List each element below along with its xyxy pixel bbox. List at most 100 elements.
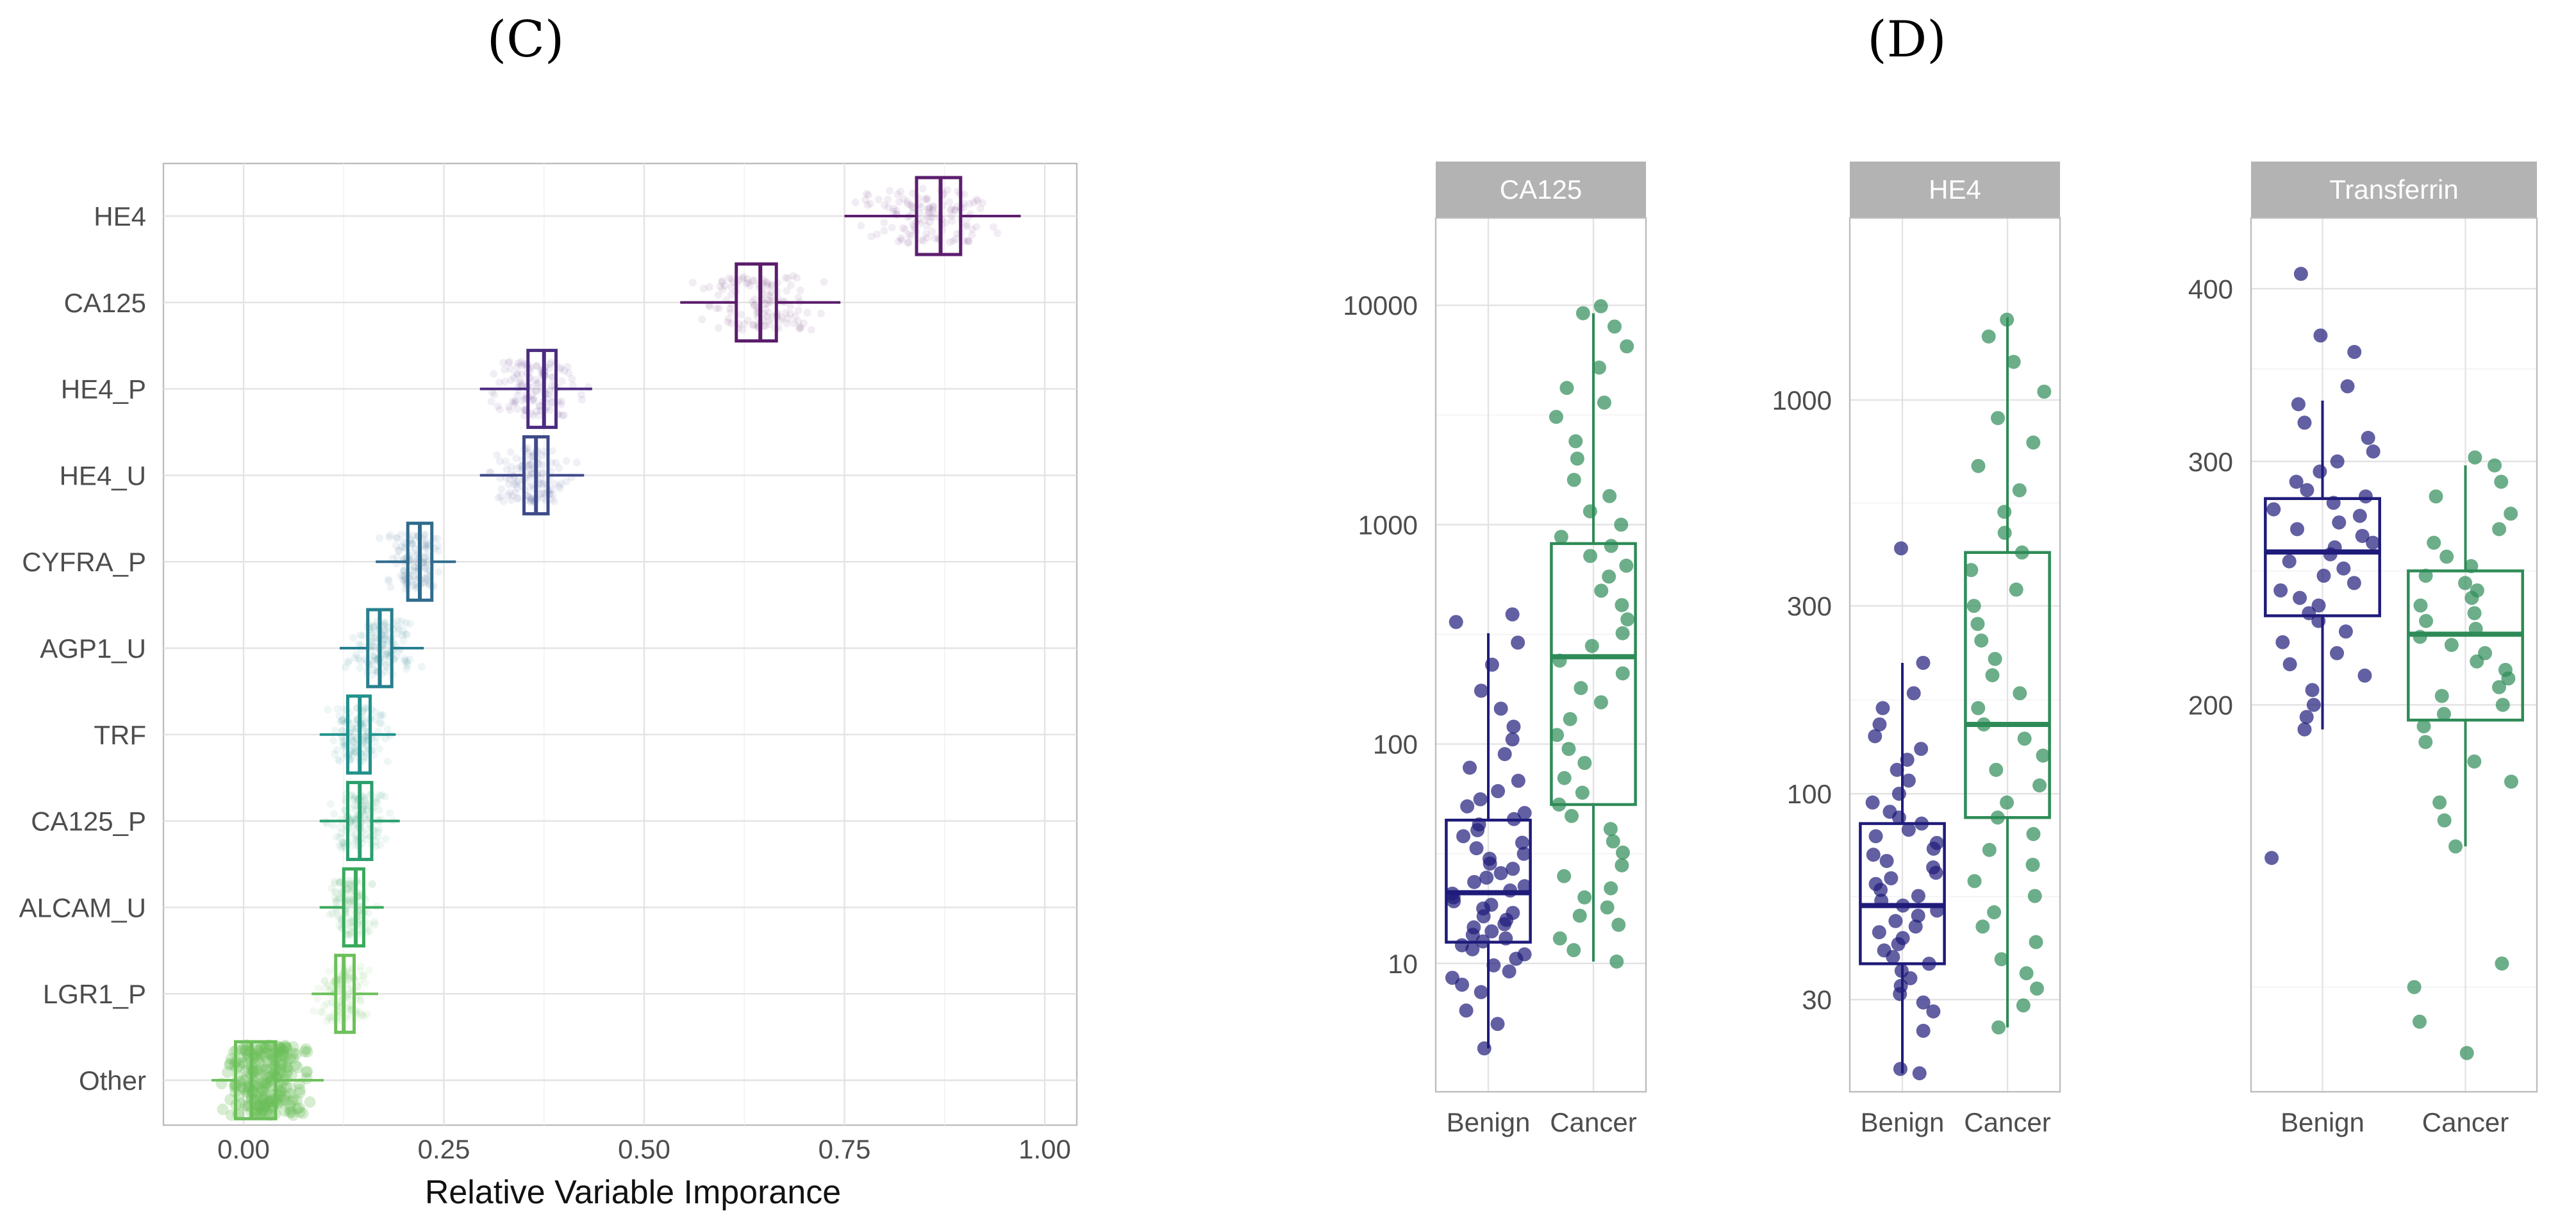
- data-point: [2413, 598, 2428, 613]
- jitter-point: [558, 397, 566, 406]
- jitter-point: [800, 319, 808, 328]
- data-point: [1497, 747, 1512, 762]
- data-point: [1602, 489, 1617, 503]
- jitter-point: [401, 630, 410, 639]
- facet-strip: [1436, 162, 1646, 218]
- jitter-point: [236, 1081, 248, 1093]
- data-point: [1615, 666, 1630, 681]
- jitter-point: [401, 655, 409, 663]
- x-tick-label: 0.50: [618, 1134, 670, 1164]
- jitter-point: [290, 1059, 302, 1071]
- jitter-point: [335, 894, 343, 903]
- jitter-point: [375, 806, 383, 814]
- data-point: [1566, 943, 1581, 958]
- jitter-point: [765, 309, 774, 317]
- data-point: [2427, 535, 2441, 550]
- data-point: [1602, 569, 1616, 584]
- jitter-point: [745, 281, 754, 290]
- jitter-point: [371, 738, 379, 746]
- jitter-point: [518, 370, 526, 378]
- jitter-point: [761, 322, 769, 330]
- jitter-point: [507, 496, 515, 505]
- jitter-point: [548, 447, 556, 455]
- jitter-point: [970, 198, 978, 206]
- data-point: [2273, 583, 2288, 597]
- jitter-point: [313, 994, 322, 1003]
- jitter-point: [548, 495, 556, 503]
- x-tick-label: Benign: [1447, 1107, 1531, 1137]
- box-he4: [915, 176, 963, 256]
- jitter-point: [803, 308, 811, 317]
- jitter-point: [256, 1085, 268, 1097]
- jitter-point: [423, 565, 431, 573]
- data-point: [1619, 558, 1634, 573]
- jitter-point: [925, 208, 933, 217]
- jitter-point: [499, 497, 508, 506]
- jitter-point: [410, 531, 418, 540]
- jitter-point: [494, 402, 502, 410]
- jitter-point: [399, 626, 408, 635]
- jitter-point: [761, 305, 770, 313]
- jitter-point: [392, 533, 401, 542]
- jitter-point: [383, 725, 392, 733]
- jitter-point: [258, 1077, 270, 1089]
- jitter-point: [569, 381, 577, 389]
- jitter-point: [807, 326, 815, 334]
- jitter-point: [397, 617, 406, 626]
- jitter-point: [396, 572, 404, 580]
- jitter-point: [349, 841, 357, 849]
- jitter-point: [321, 984, 329, 992]
- jitter-point: [433, 534, 442, 542]
- data-point: [1914, 742, 1929, 756]
- jitter-point: [277, 1049, 289, 1062]
- jitter-point: [974, 197, 982, 205]
- jitter-point: [506, 448, 515, 456]
- data-point: [1890, 762, 1904, 777]
- jitter-point: [578, 396, 586, 404]
- jitter-point: [374, 828, 382, 837]
- jitter-point: [286, 1095, 298, 1107]
- jitter-point: [513, 494, 521, 503]
- jitter-point: [716, 283, 724, 291]
- jitter-point: [238, 1083, 251, 1096]
- jitter-point: [278, 1094, 290, 1106]
- data-point: [1505, 732, 1520, 747]
- jitter-point: [536, 403, 544, 411]
- data-point: [1607, 319, 1622, 334]
- data-point: [2330, 454, 2345, 469]
- data-point: [1477, 1041, 1492, 1056]
- jitter-point: [727, 319, 735, 328]
- y-tick-label: 400: [2188, 274, 2233, 304]
- y-tick-label: 200: [2188, 690, 2233, 721]
- jitter-point: [263, 1096, 276, 1108]
- jitter-point: [335, 841, 344, 849]
- jitter-point: [531, 376, 540, 384]
- jitter-point: [399, 538, 408, 546]
- jitter-point: [370, 665, 378, 674]
- jitter-point: [337, 844, 345, 852]
- jitter-point: [349, 736, 357, 744]
- jitter-point: [328, 909, 337, 917]
- jitter-point: [301, 1066, 313, 1078]
- jitter-point: [383, 758, 392, 766]
- jitter-point: [526, 483, 534, 491]
- data-point: [1611, 917, 1626, 932]
- jitter-point: [260, 1063, 272, 1075]
- jitter-point: [727, 275, 736, 283]
- jitter-point: [240, 1081, 252, 1093]
- jitter-point: [535, 411, 543, 419]
- data-point: [1459, 1003, 1474, 1018]
- jitter-point: [279, 1090, 291, 1102]
- data-point: [1916, 1023, 1931, 1038]
- jitter-point: [360, 1012, 369, 1021]
- jitter-point: [527, 470, 535, 478]
- jitter-point: [526, 498, 535, 506]
- jitter-point: [926, 203, 934, 212]
- jitter-point: [381, 835, 390, 843]
- data-point: [1472, 817, 1486, 832]
- data-point: [2013, 686, 2027, 701]
- jitter-point: [251, 1099, 263, 1111]
- jitter-point: [370, 623, 378, 631]
- jitter-point: [356, 998, 365, 1006]
- data-point: [1506, 905, 1520, 920]
